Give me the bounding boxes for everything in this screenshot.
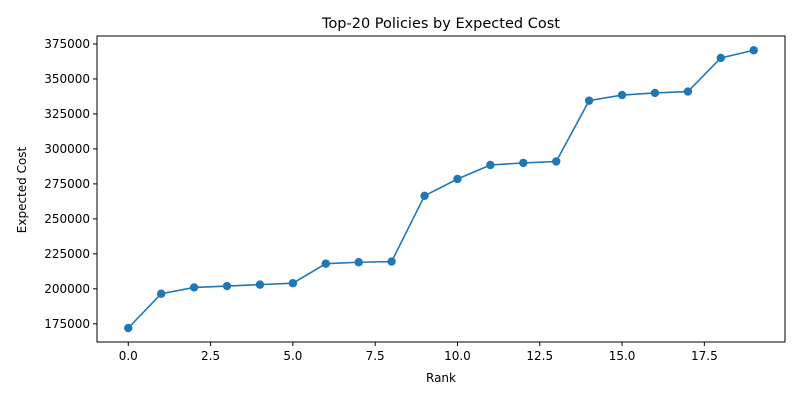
y-axis-ticks: 175000 200000 225000 250000 275000 300000 3250…	[44, 37, 97, 331]
data-point	[716, 53, 726, 63]
x-tick-label: 10.0	[444, 349, 471, 363]
data-point	[486, 160, 495, 170]
data-point	[519, 158, 528, 168]
data-point	[354, 258, 363, 267]
x-tick-label: 7.5	[366, 349, 385, 363]
data-point	[288, 279, 298, 288]
y-tick-label: 225000	[44, 247, 90, 261]
y-tick-label: 325000	[44, 107, 90, 121]
data-point	[321, 259, 330, 268]
data-point	[156, 289, 166, 298]
plot-area	[96, 35, 786, 343]
data-point	[387, 257, 396, 266]
data-point	[255, 280, 265, 289]
data-point	[453, 174, 462, 184]
chart-title: Top-20 Policies by Expected Cost	[321, 16, 560, 32]
y-tick-label: 375000	[44, 37, 90, 51]
data-point	[124, 323, 133, 333]
series-layer	[124, 46, 758, 333]
x-tick-label: 12.5	[526, 349, 553, 363]
y-tick-label: 275000	[44, 177, 90, 191]
y-axis-label: Expected Cost	[15, 146, 29, 233]
series-line	[127, 49, 754, 329]
data-point	[683, 87, 693, 96]
x-tick-label: 17.5	[691, 349, 718, 363]
data-point	[222, 281, 232, 291]
x-axis-label: Rank	[426, 371, 456, 385]
y-tick-label: 175000	[44, 317, 90, 331]
x-tick-label: 2.5	[201, 349, 220, 363]
y-tick-label: 350000	[44, 72, 90, 86]
x-tick-label: 15.0	[609, 349, 636, 363]
x-axis-ticks: 0.0 2.5 5.0 7.5 10.0 12.5 15.0 17.5	[119, 342, 718, 363]
data-point	[650, 88, 660, 98]
data-point	[420, 191, 429, 200]
y-tick-label: 250000	[44, 212, 90, 226]
data-point	[584, 96, 594, 105]
data-point	[189, 283, 199, 292]
x-tick-label: 0.0	[119, 349, 138, 363]
x-tick-label: 5.0	[283, 349, 302, 363]
y-tick-label: 200000	[44, 282, 90, 296]
axes-frame	[96, 35, 786, 343]
data-point	[617, 90, 627, 100]
y-tick-label: 300000	[44, 142, 90, 156]
data-point	[749, 46, 758, 55]
data-point	[552, 157, 561, 166]
